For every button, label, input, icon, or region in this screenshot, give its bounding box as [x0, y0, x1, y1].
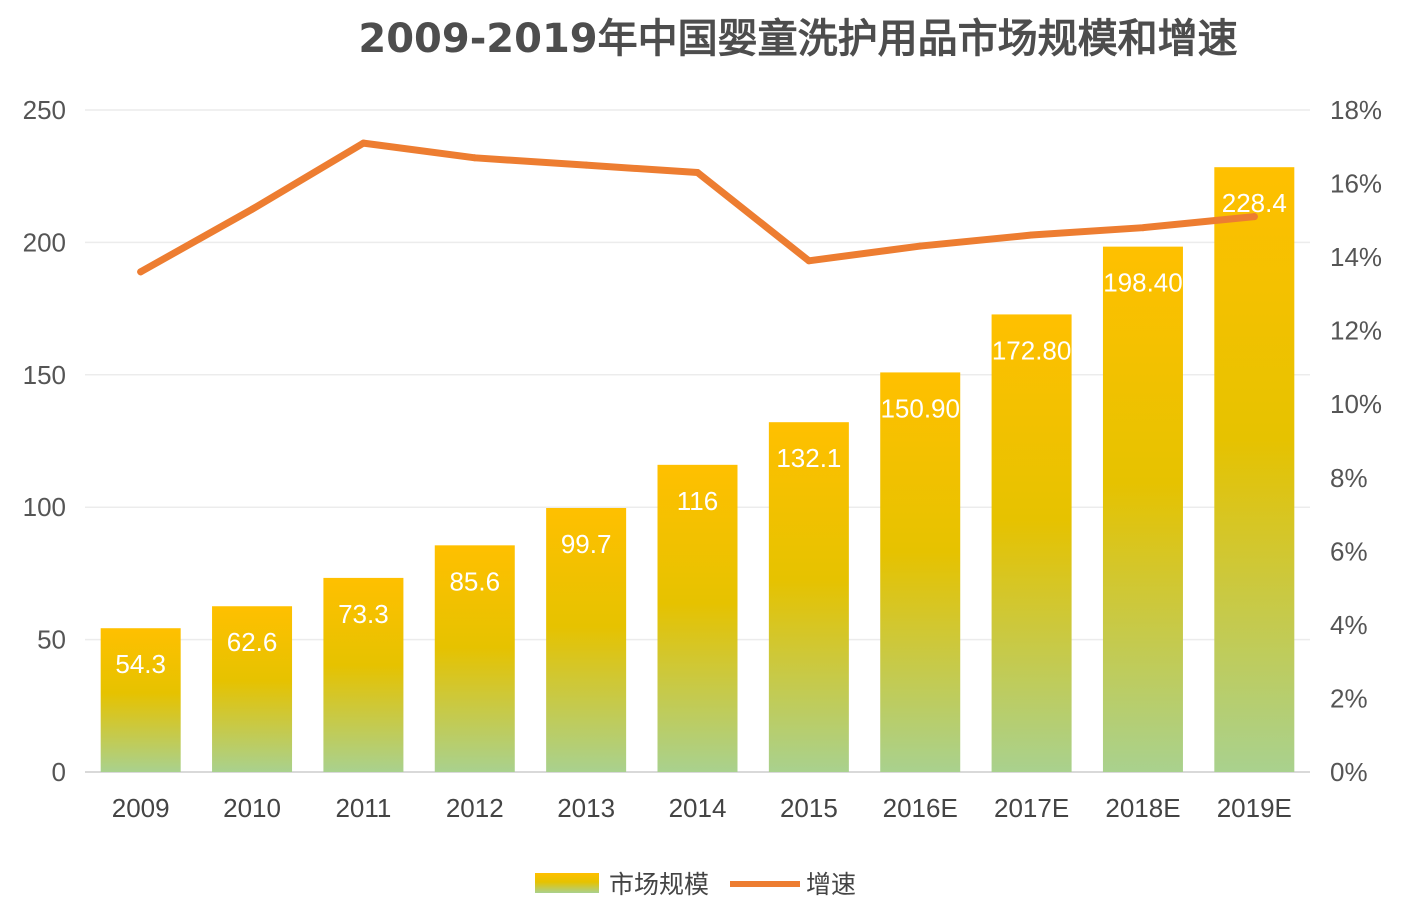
y-axis-right: 0% 2% 4% 6% 8% 10% 12% 14% 16% 18% [1330, 95, 1382, 787]
bar [768, 422, 849, 772]
bar [434, 545, 515, 772]
legend: 市场规模 增速 [535, 870, 856, 899]
x-tick-label: 2016E [883, 793, 958, 823]
bar [212, 606, 293, 772]
bar [1102, 246, 1183, 773]
line-point [1028, 231, 1036, 239]
line-point [694, 169, 701, 177]
line-point [137, 268, 145, 276]
bar [546, 507, 627, 772]
line-point [916, 242, 924, 250]
legend-label-bar: 市场规模 [609, 870, 709, 899]
y2-tick-label: 0% [1330, 757, 1368, 787]
bar [100, 628, 181, 772]
line-series [137, 139, 1258, 276]
y-tick-label: 50 [37, 625, 66, 655]
y2-tick-label: 18% [1330, 95, 1382, 125]
y2-tick-label: 16% [1330, 169, 1382, 199]
bar [323, 577, 404, 772]
x-tick-label: 2012 [446, 793, 504, 823]
legend-label-line: 增速 [806, 870, 856, 899]
x-tick-label: 2014 [669, 793, 727, 823]
y2-tick-label: 8% [1330, 463, 1368, 493]
data-label: 172.80 [992, 335, 1072, 365]
y-tick-label: 250 [23, 95, 66, 125]
line-point [359, 139, 367, 147]
data-label: 116 [677, 486, 718, 516]
line-point [1250, 213, 1258, 221]
data-labels: 54.3 62.6 73.3 85.6 99.7 116 132.1 150.90 172.80… [115, 188, 1286, 679]
y2-tick-label: 14% [1330, 242, 1382, 272]
y2-tick-label: 2% [1330, 683, 1368, 713]
bar [657, 464, 738, 772]
x-tick-label: 2013 [557, 793, 615, 823]
y-tick-label: 0 [52, 757, 66, 787]
y-axis-left: 0 50 100 150 200 250 [23, 95, 66, 787]
y2-tick-label: 6% [1330, 536, 1368, 566]
x-tick-label: 2015 [780, 793, 838, 823]
y-tick-label: 200 [23, 227, 66, 257]
y2-tick-label: 10% [1330, 389, 1382, 419]
data-label: 198.40 [1103, 268, 1183, 298]
data-label: 62.6 [227, 627, 278, 657]
line-point [1139, 224, 1147, 232]
x-axis: 2009 2010 2011 2012 2013 2014 2015 2016E 2017E 20… [112, 793, 1292, 823]
bar [991, 314, 1072, 772]
y2-tick-label: 12% [1330, 316, 1382, 346]
growth-line [137, 139, 1258, 276]
line-point [471, 154, 479, 162]
x-tick-label: 2010 [223, 793, 281, 823]
line-point [805, 257, 813, 265]
y2-tick-label: 4% [1330, 610, 1368, 640]
data-label: 85.6 [449, 566, 500, 596]
x-tick-label: 2019E [1217, 793, 1292, 823]
x-tick-label: 2009 [112, 793, 170, 823]
line-point [582, 161, 590, 169]
data-label: 99.7 [561, 529, 612, 559]
data-label: 132.1 [776, 443, 841, 473]
chart-title: 2009-2019年中国婴童洗护用品市场规模和增速 [358, 16, 1237, 62]
line-point [248, 205, 256, 213]
y-tick-label: 150 [23, 360, 66, 390]
data-label: 150.90 [880, 393, 960, 423]
y-tick-label: 100 [23, 492, 66, 522]
bar [1214, 167, 1295, 773]
x-tick-label: 2018E [1105, 793, 1180, 823]
data-label: 54.3 [115, 649, 166, 679]
legend-swatch-bar [535, 873, 599, 893]
data-label: 73.3 [338, 599, 389, 629]
bar-series [100, 167, 1295, 773]
x-tick-label: 2017E [994, 793, 1069, 823]
x-tick-label: 2011 [335, 793, 391, 823]
bar [880, 372, 961, 772]
